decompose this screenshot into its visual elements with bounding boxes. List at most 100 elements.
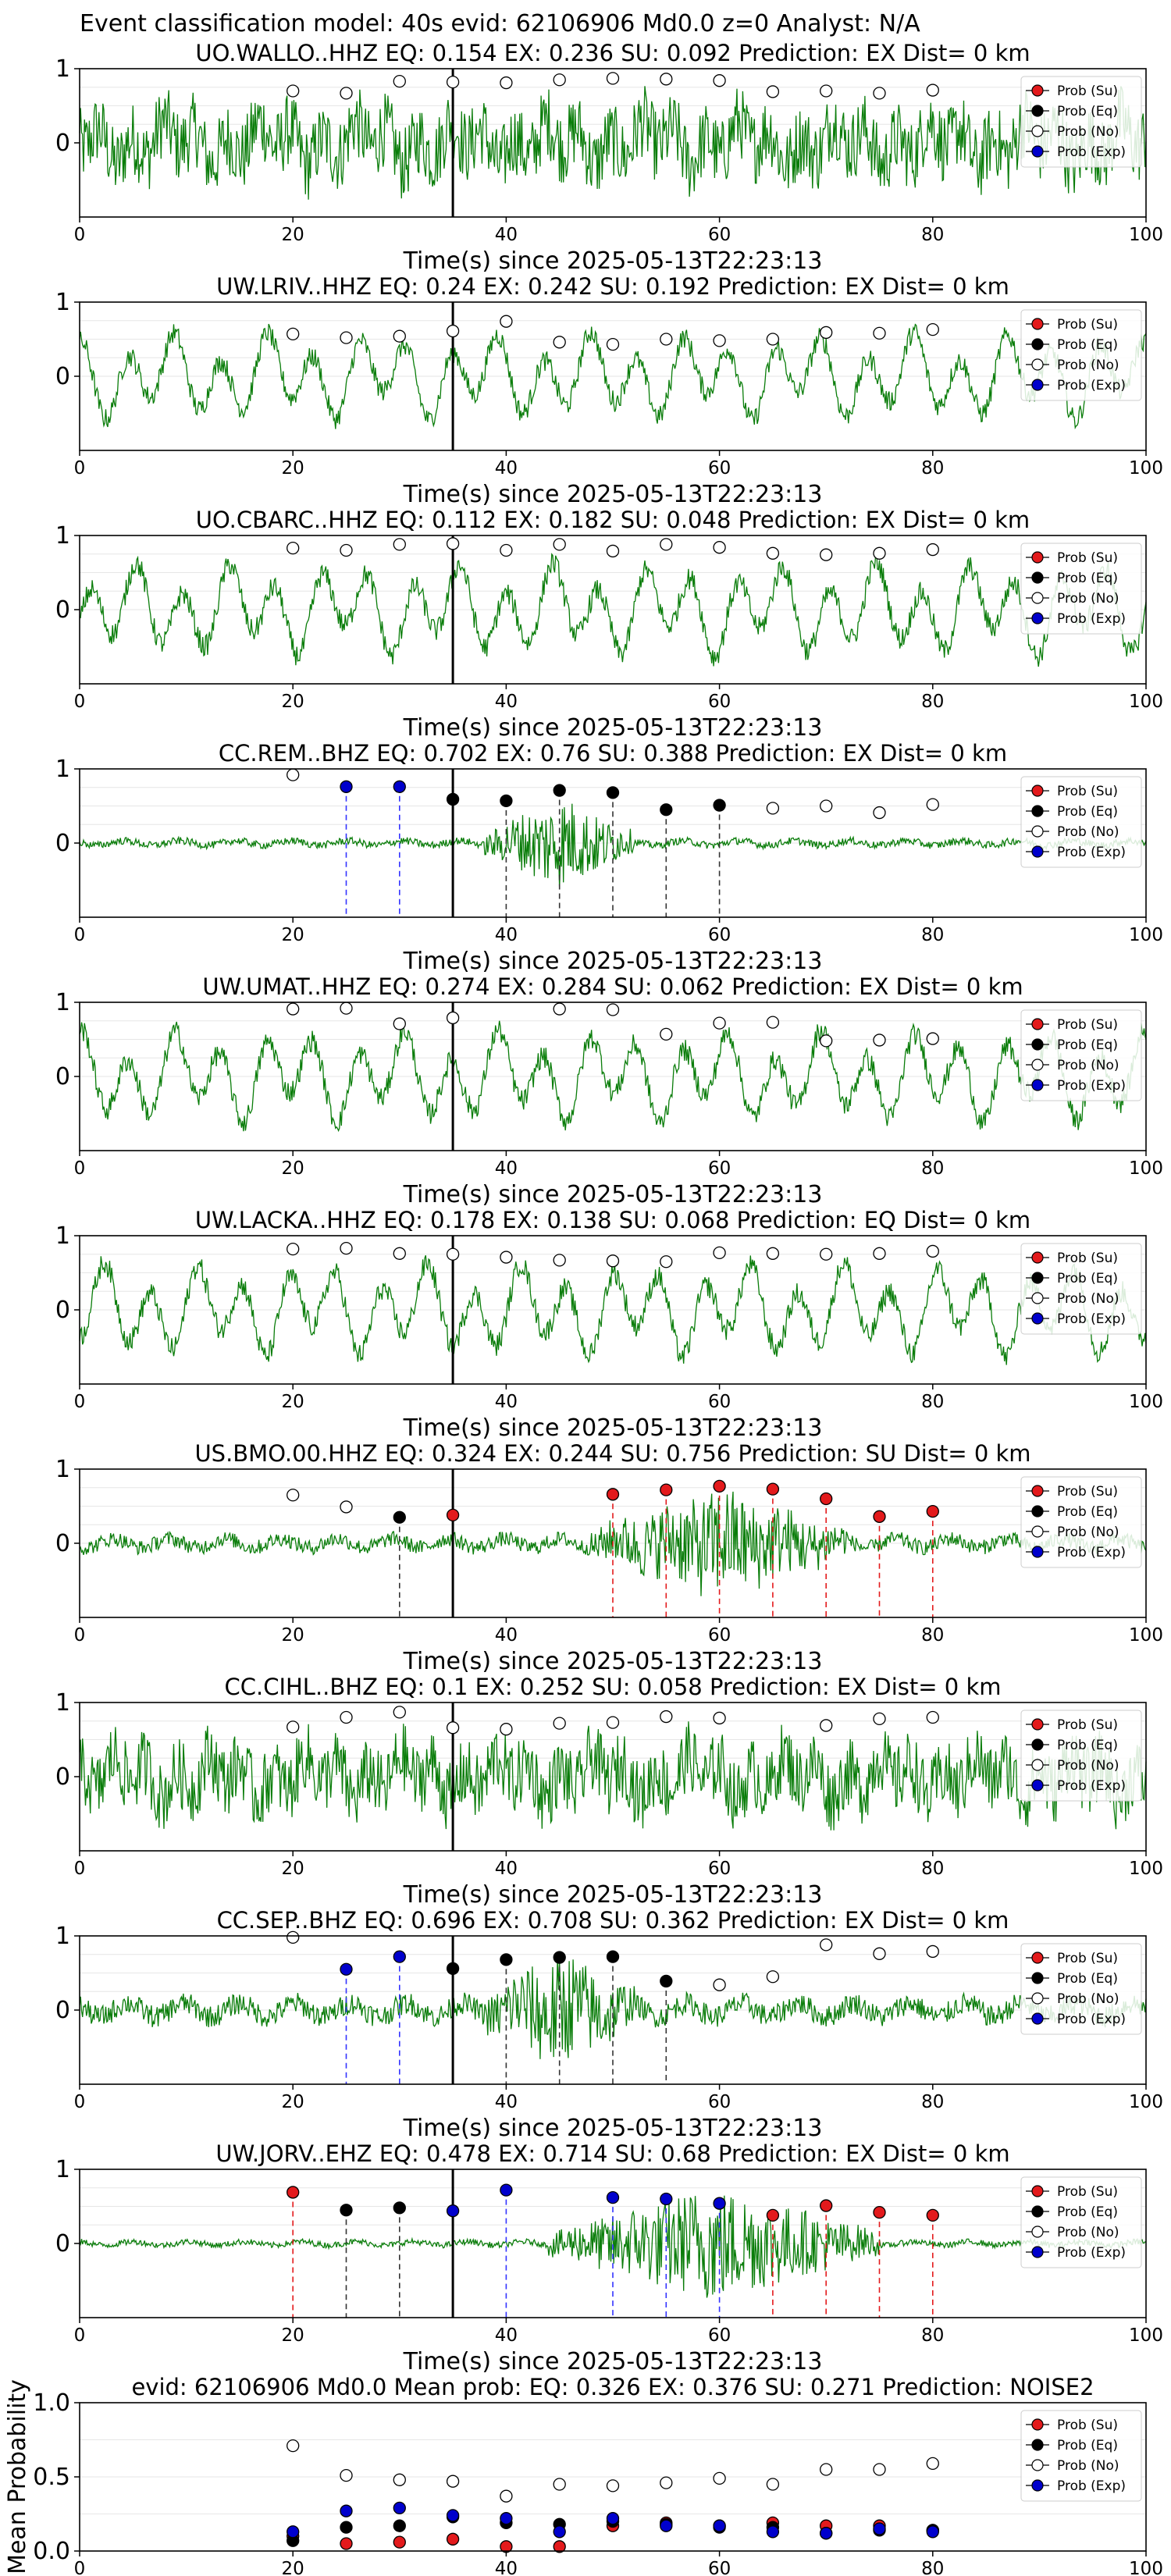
prob-marker-no bbox=[500, 76, 513, 90]
panel-title: UW.LACKA..HHZ EQ: 0.178 EX: 0.138 SU: 0.… bbox=[195, 1207, 1030, 1233]
y-tick-label: 0 bbox=[55, 1997, 70, 2024]
mean-marker-no bbox=[606, 2479, 620, 2492]
mean-marker-no bbox=[340, 2468, 353, 2482]
x-tick-label: 20 bbox=[282, 1158, 304, 1179]
prob-marker-no bbox=[766, 1970, 780, 1984]
legend-marker-no bbox=[1031, 1992, 1044, 2005]
legend-label: Prob (No) bbox=[1057, 358, 1119, 373]
prob-marker-no bbox=[393, 1706, 406, 1719]
prob-marker-no bbox=[713, 334, 726, 347]
prob-marker-su bbox=[926, 1505, 939, 1518]
legend-label: Prob (Exp) bbox=[1057, 2245, 1126, 2261]
prob-marker-no bbox=[287, 542, 300, 555]
legend-label: Prob (No) bbox=[1057, 2225, 1119, 2240]
mean-marker-no bbox=[713, 2471, 726, 2485]
prob-marker-no bbox=[926, 798, 939, 811]
prob-marker-su bbox=[926, 2208, 939, 2222]
x-tick-label: 100 bbox=[1129, 2325, 1163, 2346]
prob-marker-no bbox=[713, 1246, 726, 1259]
prob-marker-no bbox=[500, 1723, 513, 1736]
x-tick-label: 80 bbox=[921, 225, 944, 245]
legend-label: Prob (Eq) bbox=[1057, 337, 1118, 353]
prob-marker-no bbox=[713, 74, 726, 87]
prob-marker-eq bbox=[340, 2204, 353, 2217]
waveform-trace bbox=[79, 553, 1147, 667]
legend-label: Prob (Eq) bbox=[1057, 1971, 1118, 1987]
x-tick-label: 100 bbox=[1129, 225, 1163, 245]
prob-marker-no bbox=[553, 336, 566, 349]
prob-marker-no bbox=[606, 1254, 620, 1268]
x-axis-label: Time(s) since 2025-05-13T22:23:13 bbox=[403, 1414, 823, 1442]
prob-marker-no bbox=[820, 1247, 833, 1261]
prob-marker-su bbox=[713, 1479, 726, 1493]
legend-box bbox=[1020, 76, 1142, 168]
x-tick-label: 100 bbox=[1129, 458, 1163, 479]
legend-marker-su bbox=[1031, 551, 1044, 564]
axes-frame bbox=[79, 1702, 1147, 1852]
legend-marker-eq bbox=[1031, 338, 1044, 350]
legend-label: Prob (Eq) bbox=[1057, 804, 1118, 820]
prob-marker-no bbox=[873, 1712, 886, 1726]
legend-label: Prob (Eq) bbox=[1057, 571, 1118, 586]
legend-marker-eq bbox=[1031, 2439, 1044, 2451]
legend-label: Prob (Exp) bbox=[1057, 378, 1126, 393]
prob-marker-no bbox=[713, 1978, 726, 1991]
mean-marker-exp bbox=[287, 2525, 300, 2539]
x-tick-label: 40 bbox=[495, 692, 518, 712]
legend-label: Prob (Su) bbox=[1057, 1017, 1118, 1033]
x-tick-label: 100 bbox=[1129, 1625, 1163, 1646]
panel-title: UW.JORV..EHZ EQ: 0.478 EX: 0.714 SU: 0.6… bbox=[215, 2140, 1009, 2167]
prob-marker-no bbox=[926, 1032, 939, 1045]
x-tick-label: 0 bbox=[74, 1158, 86, 1179]
prob-marker-no bbox=[873, 1247, 886, 1260]
prob-marker-su bbox=[766, 1482, 780, 1496]
prob-marker-eq bbox=[606, 786, 620, 799]
legend-marker-eq bbox=[1031, 1272, 1044, 1284]
prob-marker-no bbox=[926, 322, 939, 336]
prob-marker-no bbox=[873, 1034, 886, 1047]
x-tick-label: 20 bbox=[282, 458, 304, 479]
x-tick-label: 60 bbox=[708, 2559, 731, 2576]
x-tick-label: 0 bbox=[74, 925, 86, 945]
x-tick-label: 20 bbox=[282, 1392, 304, 1412]
y-tick-label: 0 bbox=[55, 130, 70, 157]
y-tick-label: 1.0 bbox=[33, 2389, 70, 2417]
x-tick-label: 80 bbox=[921, 458, 944, 479]
y-tick-label: 1 bbox=[55, 522, 70, 550]
x-tick-label: 80 bbox=[921, 2559, 944, 2576]
legend-label: Prob (Su) bbox=[1057, 317, 1118, 333]
prob-marker-eq bbox=[553, 784, 566, 797]
panel-title: UO.WALLO..HHZ EQ: 0.154 EX: 0.236 SU: 0.… bbox=[195, 40, 1030, 66]
waveform-trace bbox=[79, 323, 1147, 430]
prob-marker-no bbox=[287, 1489, 300, 1502]
prob-marker-no bbox=[287, 1002, 300, 1016]
legend-label: Prob (Exp) bbox=[1057, 611, 1126, 627]
y-tick-label: 0.0 bbox=[33, 2538, 70, 2565]
y-tick-label: 0 bbox=[55, 1063, 70, 1091]
prob-marker-no bbox=[606, 1003, 620, 1016]
prob-marker-no bbox=[926, 1244, 939, 1258]
x-tick-label: 80 bbox=[921, 925, 944, 945]
axes-frame bbox=[79, 1468, 1147, 1618]
axes-frame bbox=[79, 535, 1147, 685]
prob-marker-no bbox=[287, 84, 300, 98]
prob-marker-no bbox=[820, 1719, 833, 1732]
legend-marker-exp bbox=[1031, 2479, 1044, 2492]
legend-box bbox=[1020, 776, 1142, 868]
mean-marker-no bbox=[873, 2463, 886, 2476]
prob-marker-no bbox=[873, 1947, 886, 1960]
axes-frame bbox=[79, 301, 1147, 451]
prob-marker-no bbox=[606, 337, 620, 351]
prob-marker-no bbox=[713, 1016, 726, 1030]
legend-label: Prob (No) bbox=[1057, 1525, 1119, 1540]
prob-marker-eq bbox=[393, 1510, 406, 1524]
y-tick-label: 0.5 bbox=[33, 2464, 70, 2491]
legend-box bbox=[1020, 2410, 1142, 2502]
prob-marker-no bbox=[287, 1242, 300, 1256]
axes-frame bbox=[79, 68, 1147, 218]
legend-marker-eq bbox=[1031, 571, 1044, 584]
legend-marker-no bbox=[1031, 125, 1044, 137]
legend-label: Prob (No) bbox=[1057, 1758, 1119, 1774]
prob-marker-no bbox=[873, 546, 886, 560]
legend-label: Prob (Su) bbox=[1057, 1951, 1118, 1966]
